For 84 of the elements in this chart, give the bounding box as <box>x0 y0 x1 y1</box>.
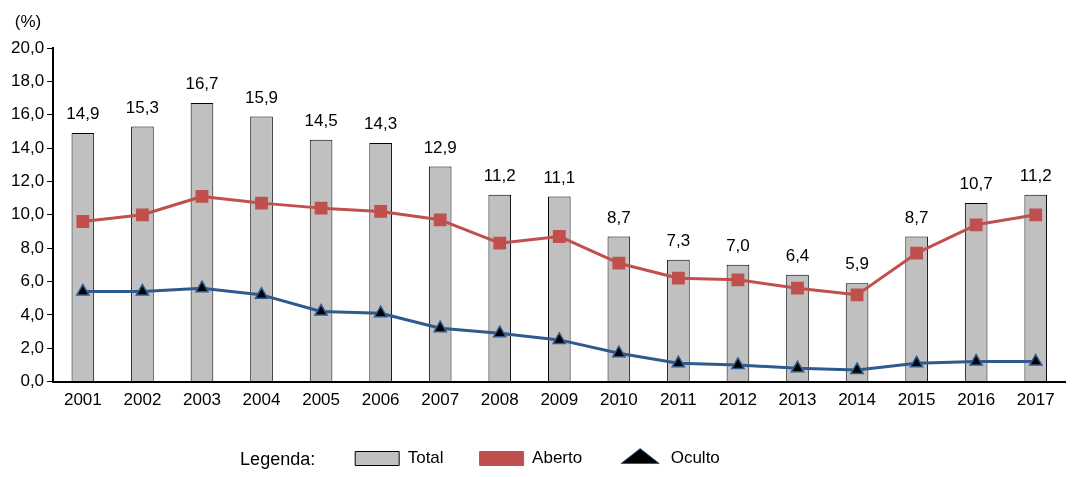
point <box>255 196 268 210</box>
y-tick-label: 20,0 <box>10 37 45 57</box>
x-tick-label: 2017 <box>1016 390 1055 410</box>
y-tick-label: 10,0 <box>10 204 45 224</box>
data-label: 12,9 <box>423 137 457 157</box>
point <box>195 280 209 293</box>
point <box>195 190 209 203</box>
data-label: 15,3 <box>125 97 159 117</box>
data-label: 15,9 <box>244 87 279 107</box>
data-label: 16,7 <box>185 74 219 94</box>
point <box>135 283 150 296</box>
y-tick-label: 12,0 <box>10 171 45 191</box>
y-tick-label: 18,0 <box>10 71 45 91</box>
y-tick-label: 16,0 <box>10 104 45 124</box>
point <box>969 218 983 232</box>
legend-title: Legenda: <box>240 449 316 470</box>
point <box>373 305 388 318</box>
data-label: 7,0 <box>726 236 750 256</box>
legend-label: Oculto <box>670 448 720 468</box>
point <box>671 271 685 285</box>
point <box>969 353 983 366</box>
x-tick-label: 2012 <box>719 390 757 410</box>
point <box>433 320 447 333</box>
x-tick-label: 2001 <box>63 390 102 410</box>
x-tick-label: 2009 <box>540 390 579 410</box>
data-label: 11,2 <box>483 165 516 185</box>
point <box>731 273 745 287</box>
data-label: 8,7 <box>607 207 631 227</box>
data-label: 8,7 <box>904 207 929 227</box>
point <box>374 205 388 218</box>
y-tick-label: 4,0 <box>20 304 45 324</box>
x-tick-label: 2010 <box>599 390 638 410</box>
y-tick-label: 6,0 <box>20 271 45 291</box>
point <box>1028 353 1043 366</box>
data-label: 11,2 <box>1019 165 1052 185</box>
point <box>136 208 149 222</box>
point <box>1029 208 1043 222</box>
point <box>910 246 924 260</box>
legend-label: Total <box>407 448 444 468</box>
data-label: 7,3 <box>666 231 691 251</box>
point <box>76 283 90 296</box>
x-tick-label: 2015 <box>897 390 936 410</box>
y-tick-label: 0,0 <box>20 371 45 391</box>
x-tick-label: 2013 <box>778 390 817 410</box>
y-tick-label: 8,0 <box>20 237 45 257</box>
point <box>850 362 864 375</box>
x-tick-label: 2005 <box>302 390 340 410</box>
x-tick-label: 2007 <box>421 390 460 410</box>
y-axis-title: (%) <box>14 12 42 32</box>
point <box>493 236 507 250</box>
point <box>433 213 447 227</box>
point <box>76 215 90 228</box>
point <box>492 325 507 338</box>
point <box>731 357 745 370</box>
x-tick-label: 2002 <box>123 390 162 410</box>
x-tick-label: 2016 <box>957 390 996 410</box>
point <box>790 360 805 373</box>
point <box>791 281 804 295</box>
x-tick-label: 2006 <box>361 390 400 410</box>
point <box>612 256 626 270</box>
point <box>850 288 864 302</box>
data-label: 14,5 <box>304 110 338 130</box>
y-tick-label: 2,0 <box>20 337 45 357</box>
point <box>254 287 269 300</box>
point <box>909 355 924 368</box>
x-tick-label: 2008 <box>480 390 519 410</box>
point <box>314 201 328 215</box>
point <box>552 230 566 243</box>
data-label: 14,9 <box>66 104 100 124</box>
data-label: 11,1 <box>543 167 576 187</box>
point <box>314 303 328 316</box>
data-label: 14,3 <box>364 114 398 134</box>
y-tick-label: 14,0 <box>10 137 45 157</box>
x-tick-label: 2004 <box>242 390 281 410</box>
legend-label: Aberto <box>532 448 583 468</box>
x-tick-label: 2014 <box>838 390 876 410</box>
point <box>552 332 567 345</box>
x-tick-label: 2003 <box>183 390 221 410</box>
data-label: 5,9 <box>845 254 869 274</box>
point <box>612 345 626 358</box>
point <box>671 355 686 368</box>
data-label: 10,7 <box>959 174 993 194</box>
data-label: 6,4 <box>785 246 810 266</box>
x-tick-label: 2011 <box>660 390 697 410</box>
